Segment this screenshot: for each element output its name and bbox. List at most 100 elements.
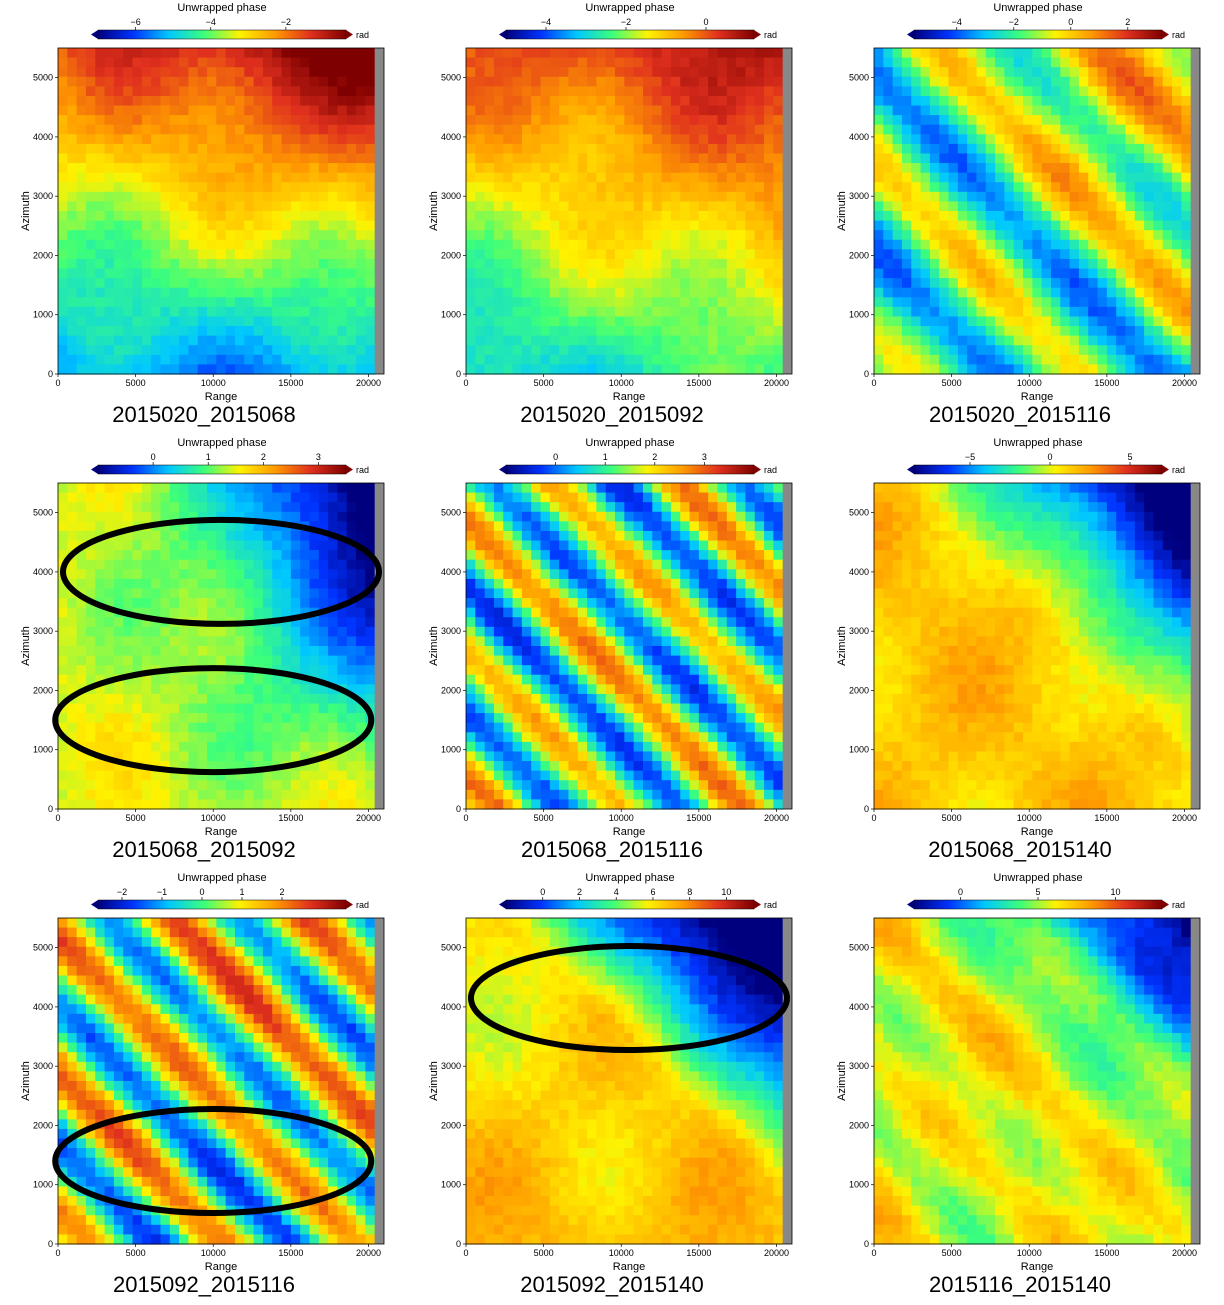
heatmap-cell <box>680 521 691 532</box>
heatmap-cell <box>1088 143 1099 155</box>
heatmap-cell <box>67 492 78 503</box>
heatmap-cell <box>95 607 106 618</box>
heatmap-cell <box>624 115 635 126</box>
heatmap-cell <box>272 799 283 810</box>
y-tick-label: 5000 <box>849 73 869 83</box>
heatmap-cell <box>58 799 68 810</box>
heatmap-cell <box>151 211 162 222</box>
heatmap-cell <box>1116 172 1127 183</box>
heatmap-cell <box>132 732 143 743</box>
heatmap-cell <box>328 559 339 570</box>
heatmap-cell <box>76 732 87 743</box>
heatmap-cell <box>346 105 357 116</box>
heatmap-cell <box>281 76 292 87</box>
heatmap-cell <box>568 521 579 532</box>
heatmap-cell <box>995 297 1005 308</box>
heatmap-cell <box>976 95 987 107</box>
heatmap-cell <box>76 335 87 346</box>
heatmap-cell <box>290 789 301 801</box>
heatmap-cell <box>587 326 597 337</box>
heatmap-cell <box>1134 124 1145 135</box>
heatmap-cell <box>169 569 180 580</box>
heatmap-cell <box>995 220 1005 231</box>
heatmap-cell <box>736 287 747 298</box>
heatmap-cell <box>698 86 709 97</box>
heatmap-cell <box>531 163 542 174</box>
heatmap-cell <box>179 588 189 599</box>
heatmap-cell <box>1088 287 1099 298</box>
heatmap-cell <box>521 153 532 164</box>
heatmap-cell <box>652 211 663 222</box>
heatmap-cell <box>262 569 273 580</box>
heatmap-cell <box>1004 163 1015 174</box>
heatmap-cell <box>773 211 784 222</box>
heatmap-cell <box>337 354 348 366</box>
heatmap-cell <box>708 48 719 59</box>
heatmap-cell <box>948 172 959 183</box>
heatmap-cell <box>253 230 264 241</box>
heatmap-cell <box>512 76 523 87</box>
heatmap-cell <box>976 163 987 174</box>
heatmap-cell <box>104 741 115 753</box>
heatmap-cell <box>262 732 273 743</box>
colorbar-unit: rad <box>356 465 369 475</box>
heatmap-cell <box>309 105 320 116</box>
heatmap-cell <box>197 540 208 551</box>
heatmap-cell <box>272 211 283 222</box>
heatmap-cell <box>318 732 329 743</box>
heatmap-cell <box>318 713 329 724</box>
heatmap-cell <box>328 598 339 609</box>
heatmap-cell <box>661 230 672 241</box>
heatmap-cell <box>1050 124 1061 135</box>
heatmap-cell <box>976 239 987 250</box>
heatmap-cell <box>689 67 700 78</box>
heatmap-cell <box>169 540 180 551</box>
heatmap-cell <box>216 607 227 618</box>
heatmap-cell <box>754 134 765 145</box>
heatmap-cell <box>95 105 106 116</box>
heatmap-cell <box>281 540 292 551</box>
heatmap-cell <box>188 722 199 733</box>
heatmap-cell <box>207 761 217 772</box>
heatmap-cell <box>577 153 588 164</box>
heatmap-cell <box>883 57 894 68</box>
heatmap-cell <box>1162 287 1173 298</box>
heatmap-cell <box>141 751 152 762</box>
heatmap-cell <box>141 636 152 647</box>
heatmap-cell <box>337 655 348 666</box>
heatmap-cell <box>300 550 311 561</box>
heatmap-cell <box>309 134 320 145</box>
heatmap-cell <box>104 268 115 279</box>
heatmap-cell <box>197 67 208 78</box>
heatmap-cell <box>328 665 339 676</box>
heatmap-cell <box>225 646 236 657</box>
heatmap-cell <box>197 780 208 791</box>
heatmap-cell <box>1032 134 1043 145</box>
heatmap-cell <box>540 249 551 260</box>
heatmap-cell <box>216 789 227 801</box>
heatmap-cell <box>920 95 931 107</box>
heatmap-cell <box>132 483 143 494</box>
heatmap-cell <box>85 617 96 628</box>
heatmap-cell <box>1023 67 1033 78</box>
heatmap-cell <box>957 335 968 346</box>
heatmap-cell <box>113 354 124 366</box>
heatmap-cell <box>531 511 542 522</box>
heatmap-cell <box>151 95 162 107</box>
heatmap-cell <box>1060 95 1071 107</box>
heatmap-cell <box>365 483 376 494</box>
heatmap-cell <box>132 799 143 810</box>
heatmap-cell <box>957 143 968 155</box>
heatmap-cell <box>764 86 774 97</box>
heatmap-cell <box>698 511 709 522</box>
heatmap-cell <box>939 182 950 193</box>
heatmap-cell <box>76 636 87 647</box>
heatmap-cell <box>1116 182 1127 193</box>
heatmap-cell <box>874 297 884 308</box>
heatmap-cell <box>132 646 143 657</box>
heatmap-cell <box>1078 278 1089 289</box>
heatmap-cell <box>104 153 115 164</box>
heatmap-cell <box>754 230 765 241</box>
heatmap-cell <box>929 230 940 241</box>
heatmap-cell <box>773 306 784 318</box>
